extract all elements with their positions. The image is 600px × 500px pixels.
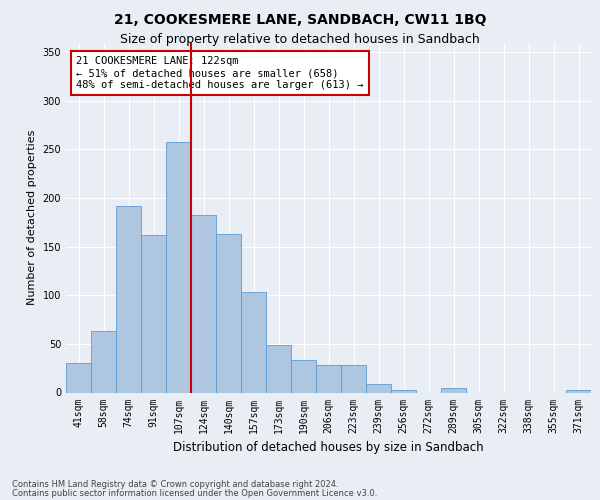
Text: 21 COOKESMERE LANE: 122sqm
← 51% of detached houses are smaller (658)
48% of sem: 21 COOKESMERE LANE: 122sqm ← 51% of deta… [77, 56, 364, 90]
Text: Size of property relative to detached houses in Sandbach: Size of property relative to detached ho… [120, 32, 480, 46]
Bar [91, 331, 116, 392]
Bar [266, 345, 291, 393]
Bar [116, 206, 141, 392]
Text: Contains HM Land Registry data © Crown copyright and database right 2024.: Contains HM Land Registry data © Crown c… [12, 480, 338, 489]
Bar [241, 292, 266, 392]
Bar [391, 390, 416, 392]
Bar [166, 142, 191, 392]
Text: 21, COOKESMERE LANE, SANDBACH, CW11 1BQ: 21, COOKESMERE LANE, SANDBACH, CW11 1BQ [114, 12, 486, 26]
Bar [341, 366, 366, 392]
Bar [191, 214, 216, 392]
Bar [316, 366, 341, 392]
Bar [141, 235, 166, 392]
Bar [216, 234, 241, 392]
Y-axis label: Number of detached properties: Number of detached properties [27, 130, 37, 305]
Bar [66, 364, 91, 392]
Bar [366, 384, 391, 392]
Bar [441, 388, 466, 392]
Bar [566, 390, 591, 392]
Text: Contains public sector information licensed under the Open Government Licence v3: Contains public sector information licen… [12, 488, 377, 498]
X-axis label: Distribution of detached houses by size in Sandbach: Distribution of detached houses by size … [173, 441, 484, 454]
Bar [291, 360, 316, 392]
